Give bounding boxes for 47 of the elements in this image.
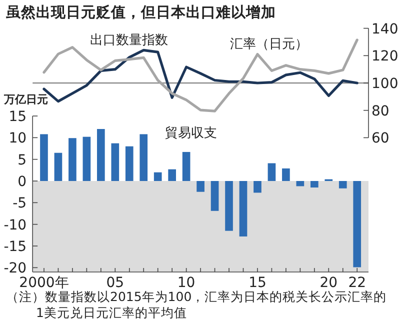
y-axis-title: 万亿日元 <box>3 93 48 106</box>
y-tick-label: -10 <box>4 217 27 234</box>
y-tick-label: 120 <box>372 48 398 65</box>
y-tick-label: -20 <box>4 260 27 277</box>
y-tick-label: 10 <box>8 130 27 147</box>
series-label: 汇率（日元） <box>230 36 308 52</box>
x-tick-label: 22 <box>348 275 366 291</box>
bar <box>97 129 105 181</box>
bar <box>268 163 276 181</box>
bar <box>353 181 362 268</box>
text: （注）数量指数以2015年为100，汇率为日本的税关长公示汇率的1美元兑日元汇率的平均值 <box>6 289 387 320</box>
x-tick-label: 20 <box>320 275 338 291</box>
bar <box>82 136 91 181</box>
bar <box>338 181 347 188</box>
bar <box>225 181 233 231</box>
bar <box>296 181 304 186</box>
y-tick-label: 60 <box>372 130 390 147</box>
bar <box>168 169 176 181</box>
bar <box>54 152 62 181</box>
y-tick-label: 15 <box>8 109 27 125</box>
bar <box>154 172 162 181</box>
y-tick-label: 80 <box>372 103 390 120</box>
y-tick-label: -15 <box>4 239 27 255</box>
chart-title: 虽然出现日元贬值，但日本出口难以增加 <box>5 4 276 21</box>
bar <box>182 152 190 181</box>
bar <box>254 181 262 193</box>
bar <box>239 181 248 236</box>
bar <box>210 181 219 211</box>
bar <box>40 134 48 181</box>
bar <box>140 134 148 181</box>
bar <box>111 143 120 181</box>
y-tick-label: 5 <box>18 152 27 168</box>
x-tick-label: 05 <box>106 275 124 291</box>
y-tick-label: -5 <box>12 196 27 212</box>
bar <box>196 181 204 192</box>
y-tick-label: 0 <box>18 174 27 190</box>
x-tick-label: 10 <box>177 275 196 291</box>
x-tick-label: 15 <box>248 275 266 291</box>
y-tick-label: 100 <box>372 76 398 92</box>
x-tick-label: 2000年 <box>19 275 69 291</box>
bar <box>125 146 134 181</box>
bar <box>68 138 76 181</box>
bar <box>282 168 290 181</box>
series-label: 貿易収支 <box>165 126 217 141</box>
y-tick-label: 140 <box>372 21 398 38</box>
series-label: 出口数量指数 <box>90 33 168 48</box>
bar <box>310 181 318 188</box>
